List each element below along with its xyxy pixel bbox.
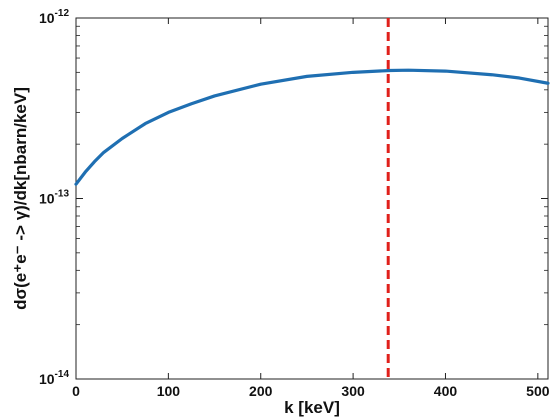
x-axis-label: k [keV] bbox=[284, 398, 340, 417]
x-tick-label: 100 bbox=[157, 383, 181, 399]
y-tick-label: 10-12 bbox=[39, 8, 69, 26]
x-tick-label: 500 bbox=[526, 383, 550, 399]
x-tick-label: 300 bbox=[341, 383, 365, 399]
plot-frame bbox=[75, 17, 549, 380]
y-tick-label: 10-14 bbox=[39, 369, 69, 387]
x-tick-label: 0 bbox=[72, 383, 80, 399]
series-line bbox=[74, 68, 550, 186]
axis-ticks: 0 100 200 300 400 500 10-14 10-13 10-12 bbox=[39, 8, 550, 399]
x-tick-label: 200 bbox=[249, 383, 273, 399]
series-layer bbox=[74, 18, 550, 379]
y-axis-label: dσ(e⁺e⁻ -> γ)/dk[nbarn/keV] bbox=[11, 87, 30, 310]
y-tick-label: 10-13 bbox=[39, 189, 69, 207]
plot-area bbox=[75, 17, 549, 380]
x-tick-label: 400 bbox=[434, 383, 458, 399]
